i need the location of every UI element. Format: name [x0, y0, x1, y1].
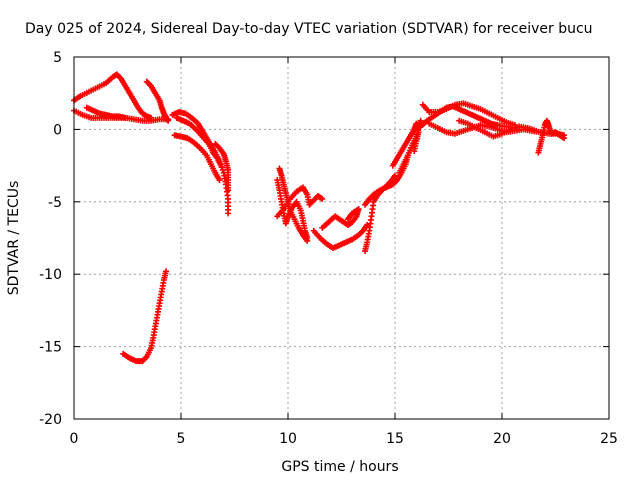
data-point: [417, 117, 424, 124]
data-track-track-11: [274, 177, 311, 241]
y-tick-label: 5: [53, 50, 62, 66]
data-track-track-7: [171, 132, 223, 184]
data-track-track-13: [310, 221, 371, 252]
data-point: [218, 164, 225, 171]
data-point: [122, 114, 129, 121]
x-tick-label: 25: [600, 431, 618, 447]
y-tick-label: 0: [53, 122, 62, 138]
data-track-track-12: [274, 184, 326, 220]
data-track-track-14: [319, 206, 362, 231]
y-axis-label: SDTVAR / TECUs: [6, 181, 22, 296]
data-track-track-6: [173, 114, 225, 171]
data-track-track-1: [71, 71, 155, 121]
data-point: [304, 235, 311, 241]
data-point: [163, 268, 170, 275]
data-point: [142, 354, 149, 361]
data-track-track-9: [120, 268, 170, 365]
data-track-track-4: [143, 78, 172, 124]
data-track-track-22: [456, 117, 540, 140]
axis-ticks: 0 5 10 15 20 25 -20 -15 -10 -5 0 5: [39, 50, 618, 447]
data-point: [165, 117, 172, 124]
data-point: [533, 127, 540, 134]
data-point: [319, 195, 326, 202]
x-tick-label: 15: [386, 431, 404, 447]
y-tick-label: -5: [48, 195, 62, 211]
data-point: [561, 135, 568, 142]
x-tick-label: 0: [70, 431, 79, 447]
data-point: [216, 177, 223, 184]
data-points: [71, 71, 568, 365]
y-tick-label: -10: [39, 267, 62, 283]
x-axis-label: GPS time / hours: [281, 459, 398, 475]
data-track-track-3: [83, 104, 129, 121]
data-point: [344, 216, 351, 223]
data-point: [225, 210, 232, 217]
x-tick-label: 10: [279, 431, 297, 447]
x-tick-label: 20: [493, 431, 511, 447]
plot-border: [73, 56, 610, 420]
data-track-track-2: [71, 107, 172, 124]
x-tick-label: 5: [177, 431, 186, 447]
chart-title: Day 025 of 2024, Sidereal Day-to-day VTE…: [25, 21, 593, 37]
data-track-track-8: [212, 140, 232, 194]
y-tick-label: -15: [39, 340, 62, 356]
data-point: [219, 166, 226, 173]
data-track-track-23: [535, 117, 568, 156]
data-point: [225, 187, 232, 194]
y-tick-label: -20: [39, 412, 62, 428]
